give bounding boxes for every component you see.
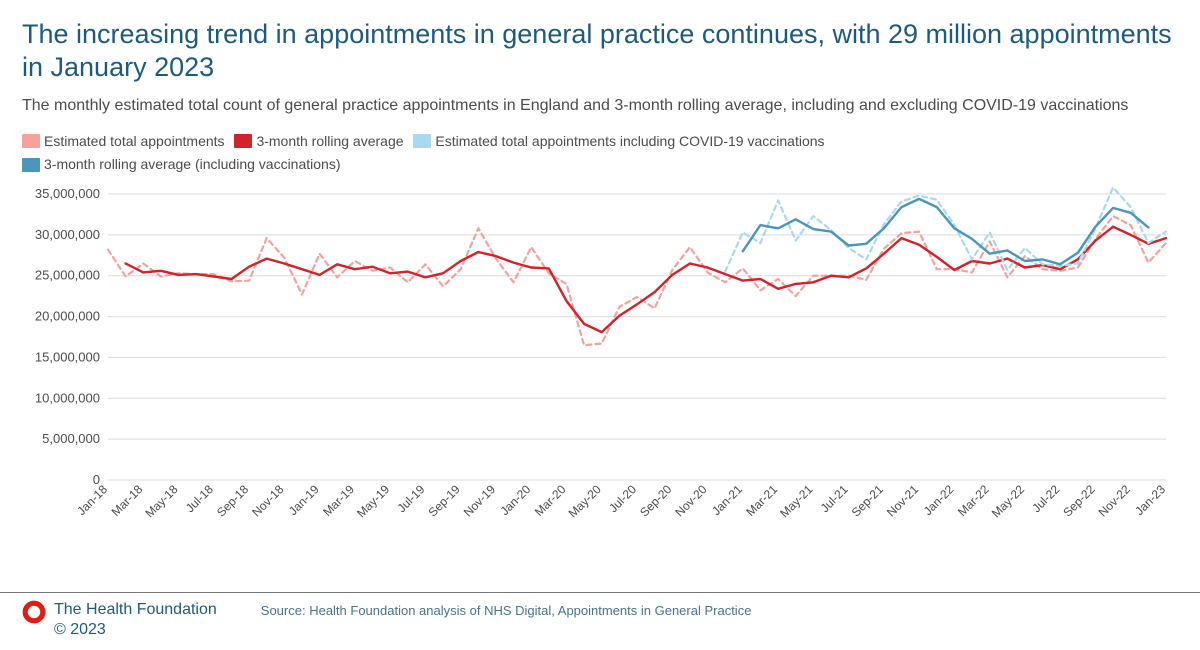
legend-item: 3-month rolling average: [234, 131, 403, 152]
footer-brand: The Health Foundation © 2023: [22, 600, 217, 640]
svg-text:May-19: May-19: [354, 482, 392, 520]
legend-item: Estimated total appointments: [22, 131, 225, 152]
legend-swatch: [413, 134, 431, 148]
legend-swatch: [22, 158, 40, 172]
svg-text:10,000,000: 10,000,000: [35, 390, 100, 405]
svg-text:May-21: May-21: [777, 482, 815, 520]
source-text: Source: Health Foundation analysis of NH…: [261, 603, 752, 618]
svg-text:Mar-18: Mar-18: [109, 482, 146, 519]
svg-text:Sep-22: Sep-22: [1060, 482, 1097, 519]
svg-text:May-20: May-20: [566, 482, 604, 520]
svg-text:Sep-19: Sep-19: [426, 482, 463, 519]
svg-text:Jan-22: Jan-22: [921, 482, 957, 518]
legend-label: 3-month rolling average (including vacci…: [44, 154, 341, 175]
svg-text:20,000,000: 20,000,000: [35, 308, 100, 323]
svg-text:5,000,000: 5,000,000: [42, 431, 100, 446]
chart-title: The increasing trend in appointments in …: [22, 18, 1178, 84]
svg-text:Jul-20: Jul-20: [606, 482, 639, 515]
svg-text:Jul-19: Jul-19: [395, 482, 428, 515]
svg-text:Mar-22: Mar-22: [955, 482, 992, 519]
svg-text:Jan-18: Jan-18: [74, 482, 110, 518]
legend-label: 3-month rolling average: [256, 131, 403, 152]
svg-text:Sep-21: Sep-21: [849, 482, 886, 519]
svg-text:30,000,000: 30,000,000: [35, 227, 100, 242]
legend-label: Estimated total appointments: [44, 131, 225, 152]
svg-text:Jan-21: Jan-21: [709, 482, 745, 518]
svg-text:25,000,000: 25,000,000: [35, 267, 100, 282]
legend: Estimated total appointments 3-month rol…: [22, 131, 1178, 178]
svg-text:35,000,000: 35,000,000: [35, 186, 100, 201]
footer: The Health Foundation © 2023 Source: Hea…: [0, 592, 1200, 650]
svg-text:Nov-22: Nov-22: [1096, 482, 1133, 519]
svg-text:Sep-18: Sep-18: [214, 482, 251, 519]
svg-text:Sep-20: Sep-20: [637, 482, 674, 519]
brand-ring-icon: [22, 600, 46, 624]
svg-text:Nov-20: Nov-20: [672, 482, 709, 519]
legend-swatch: [234, 134, 252, 148]
svg-text:Jul-21: Jul-21: [818, 482, 851, 515]
svg-text:Jan-23: Jan-23: [1132, 482, 1168, 518]
svg-text:Jan-20: Jan-20: [497, 482, 533, 518]
line-chart: 05,000,00010,000,00015,000,00020,000,000…: [22, 184, 1178, 554]
svg-text:May-22: May-22: [989, 482, 1027, 520]
svg-text:May-18: May-18: [142, 482, 180, 520]
brand-name: The Health Foundation: [54, 600, 217, 620]
svg-text:Jul-18: Jul-18: [183, 482, 216, 515]
svg-text:Nov-21: Nov-21: [884, 482, 921, 519]
brand-copyright: © 2023: [54, 620, 217, 640]
svg-text:Mar-19: Mar-19: [320, 482, 357, 519]
svg-text:15,000,000: 15,000,000: [35, 349, 100, 364]
legend-label: Estimated total appointments including C…: [435, 131, 824, 152]
svg-text:Nov-19: Nov-19: [461, 482, 498, 519]
chart-area: 05,000,00010,000,00015,000,00020,000,000…: [22, 184, 1178, 554]
legend-item: Estimated total appointments including C…: [413, 131, 824, 152]
svg-text:Nov-18: Nov-18: [249, 482, 286, 519]
svg-text:Jan-19: Jan-19: [286, 482, 322, 518]
chart-subtitle: The monthly estimated total count of gen…: [22, 96, 1178, 117]
svg-text:Jul-22: Jul-22: [1029, 482, 1062, 515]
legend-item: 3-month rolling average (including vacci…: [22, 154, 341, 175]
legend-swatch: [22, 134, 40, 148]
page: The increasing trend in appointments in …: [0, 0, 1200, 650]
svg-text:Mar-21: Mar-21: [743, 482, 780, 519]
svg-text:Mar-20: Mar-20: [532, 482, 569, 519]
